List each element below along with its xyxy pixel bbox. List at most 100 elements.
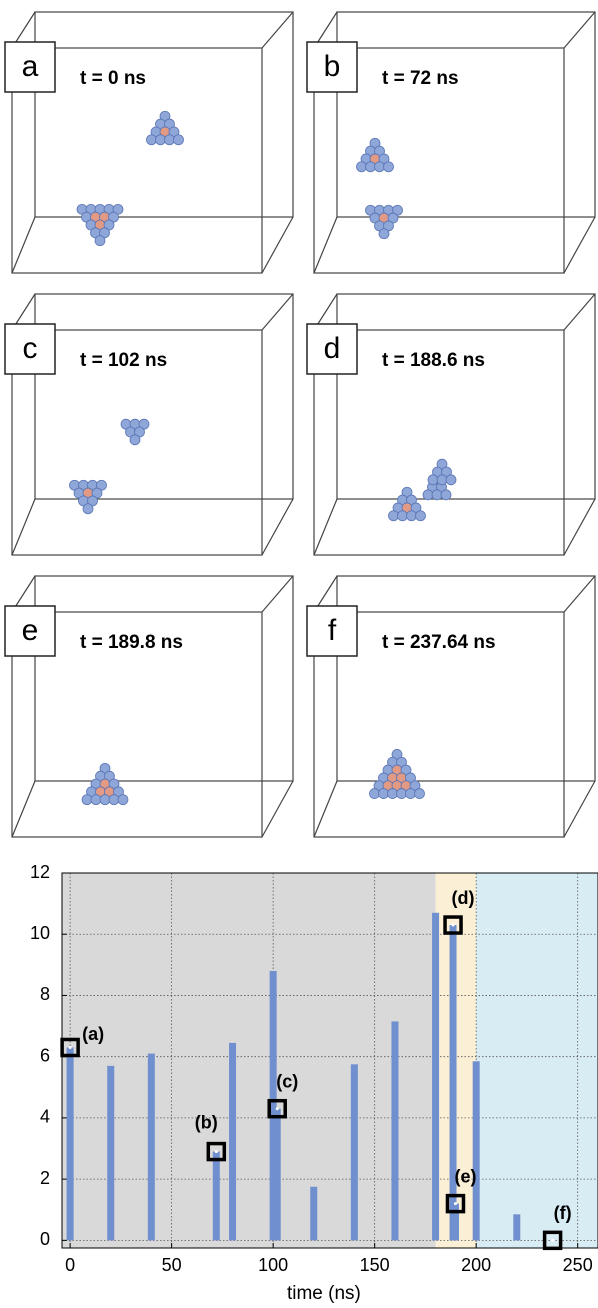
panel-letter: d bbox=[324, 332, 341, 365]
atom bbox=[82, 795, 92, 805]
atom bbox=[398, 511, 408, 521]
panel: ct = 102 ns bbox=[5, 294, 293, 555]
box-edge bbox=[314, 499, 337, 555]
atom bbox=[91, 795, 101, 805]
annotation-label: (f) bbox=[554, 1203, 572, 1223]
page: {"panels": [ {"letter": "a", "time": "t … bbox=[0, 0, 598, 1308]
y-tick-label: 8 bbox=[40, 984, 50, 1004]
x-tick-label: 150 bbox=[360, 1255, 390, 1275]
x-tick-label: 100 bbox=[258, 1255, 288, 1275]
annotation-label: (a) bbox=[82, 1024, 104, 1044]
atom bbox=[437, 475, 447, 485]
atom bbox=[428, 475, 438, 485]
region bbox=[62, 873, 436, 1248]
panel: d t = 188.6 ns bbox=[307, 294, 595, 555]
y-tick-label: 2 bbox=[40, 1168, 50, 1188]
bar bbox=[148, 1054, 155, 1241]
region bbox=[476, 873, 598, 1248]
atom bbox=[432, 490, 442, 500]
box-edge bbox=[314, 781, 337, 837]
marker-dot bbox=[215, 1150, 218, 1153]
atom bbox=[130, 435, 140, 445]
box-edge bbox=[262, 576, 293, 612]
panel-time: t = 237.64 ns bbox=[382, 632, 496, 653]
bar bbox=[452, 1204, 459, 1241]
atom bbox=[156, 135, 166, 145]
panel-letter: e bbox=[22, 614, 39, 647]
box-edge bbox=[12, 217, 35, 273]
atom bbox=[388, 789, 398, 799]
atom bbox=[366, 162, 376, 172]
bar bbox=[513, 1214, 520, 1240]
box-back bbox=[35, 576, 293, 781]
panel-time: t = 72 ns bbox=[382, 68, 459, 89]
marker-dot bbox=[551, 1239, 554, 1242]
box-edge bbox=[564, 217, 595, 273]
box-edge bbox=[314, 217, 337, 273]
atom bbox=[174, 135, 184, 145]
bar bbox=[473, 1061, 480, 1240]
atom bbox=[118, 795, 128, 805]
box-edge bbox=[262, 294, 293, 330]
atom bbox=[83, 504, 93, 514]
box-back bbox=[337, 576, 595, 781]
atom bbox=[370, 789, 380, 799]
panel-letter: b bbox=[324, 50, 341, 83]
y-tick-label: 4 bbox=[40, 1107, 50, 1127]
atom bbox=[389, 511, 399, 521]
atom bbox=[407, 511, 417, 521]
x-tick-label: 250 bbox=[563, 1255, 593, 1275]
annotation-label: (e) bbox=[454, 1166, 476, 1186]
atom bbox=[95, 236, 105, 246]
atom bbox=[441, 490, 451, 500]
box-back bbox=[337, 12, 595, 217]
bar bbox=[107, 1066, 114, 1240]
bar bbox=[213, 1152, 220, 1241]
box-edge bbox=[564, 12, 595, 48]
bar bbox=[274, 1109, 281, 1241]
box-edge bbox=[262, 12, 293, 48]
panel-time: t = 188.6 ns bbox=[382, 350, 485, 371]
marker-dot bbox=[69, 1046, 72, 1049]
y-tick-label: 0 bbox=[40, 1229, 50, 1249]
box-edge bbox=[262, 217, 293, 273]
bar bbox=[391, 1021, 398, 1240]
y-tick-label: 10 bbox=[30, 923, 50, 943]
atom bbox=[416, 511, 426, 521]
box-back bbox=[337, 294, 595, 499]
atom bbox=[379, 789, 389, 799]
atom bbox=[375, 162, 385, 172]
box-edge bbox=[12, 781, 35, 837]
panel-time: t = 189.8 ns bbox=[80, 632, 183, 653]
panel-letter: a bbox=[22, 50, 39, 83]
bar bbox=[229, 1043, 236, 1240]
marker-dot bbox=[454, 1202, 457, 1205]
box-edge bbox=[262, 499, 293, 555]
x-tick-label: 0 bbox=[65, 1255, 75, 1275]
atom bbox=[384, 162, 394, 172]
panel-letter: c bbox=[23, 332, 38, 365]
panel-letter: f bbox=[328, 614, 337, 647]
atom bbox=[415, 789, 425, 799]
x-tick-label: 50 bbox=[162, 1255, 182, 1275]
y-tick-label: 12 bbox=[30, 862, 50, 882]
atom bbox=[446, 475, 456, 485]
panel: f t = 237.64 ns bbox=[307, 576, 595, 837]
panel: b t = 72 ns bbox=[307, 12, 595, 273]
box-edge bbox=[564, 781, 595, 837]
bar bbox=[432, 913, 439, 1241]
bar bbox=[310, 1187, 317, 1241]
atom bbox=[357, 162, 367, 172]
figure: at = 0 nsbt = 72 nsct = 102 nsdt = 188.6… bbox=[0, 0, 598, 1308]
box-edge bbox=[564, 576, 595, 612]
atom bbox=[397, 789, 407, 799]
atom bbox=[406, 789, 416, 799]
atom bbox=[379, 229, 389, 239]
box-back bbox=[35, 294, 293, 499]
atom bbox=[147, 135, 157, 145]
box-edge bbox=[564, 499, 595, 555]
box-edge bbox=[564, 294, 595, 330]
atom bbox=[109, 795, 119, 805]
annotation-label: (d) bbox=[452, 888, 475, 908]
atom bbox=[423, 490, 433, 500]
